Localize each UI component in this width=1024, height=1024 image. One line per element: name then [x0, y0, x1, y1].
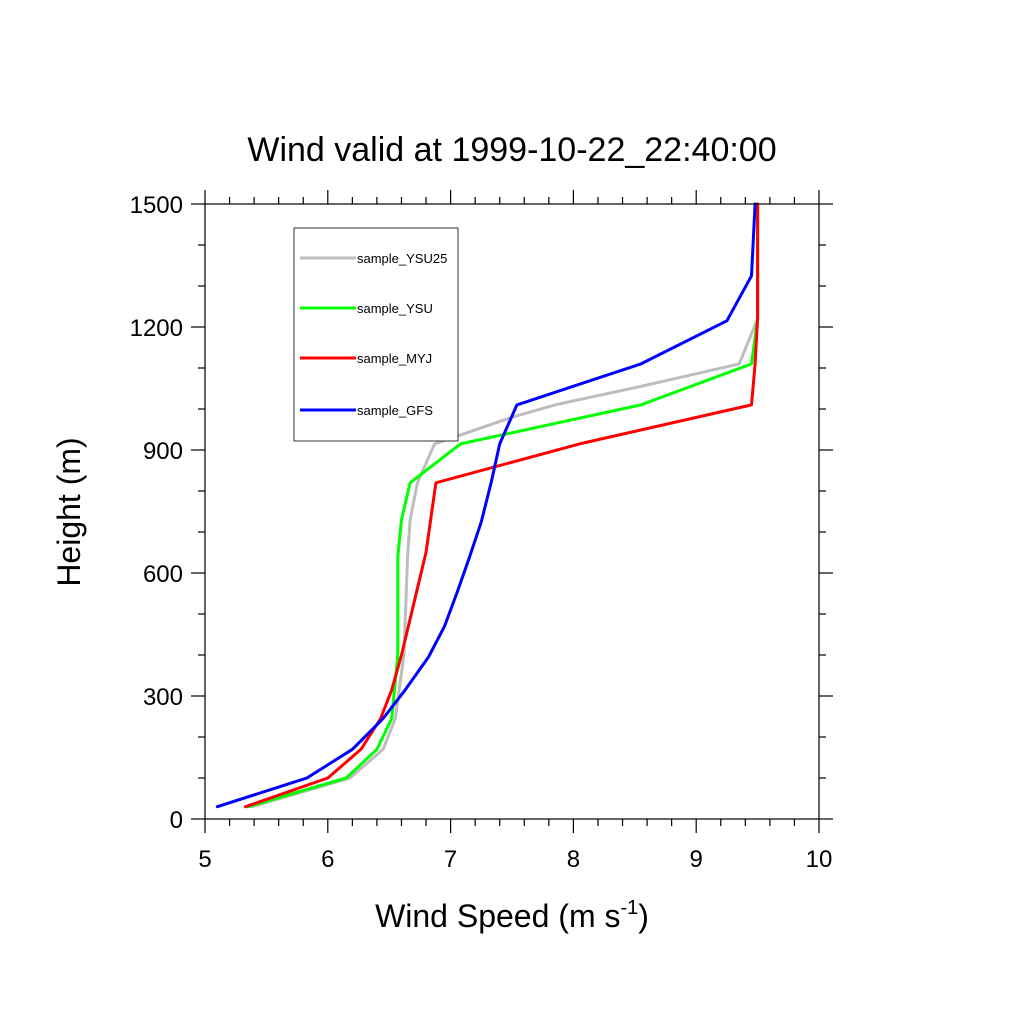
legend: sample_YSU25 sample_YSU sample_MYJ sample_G…	[293, 227, 459, 442]
legend-items: sample_YSU25 sample_YSU sample_MYJ sample_G…	[300, 251, 447, 418]
x-tick-label: 5	[198, 846, 211, 873]
x-axis-label-superscript: -1	[620, 897, 638, 919]
x-tick-label: 7	[444, 846, 457, 873]
x-tick-label: 6	[321, 846, 334, 873]
y-tick-label: 1500	[130, 192, 183, 219]
axis-ticks	[191, 190, 833, 833]
chart-title: Wind valid at 1999-10-22_22:40:00	[247, 131, 776, 169]
y-axis-label: Height (m)	[51, 437, 87, 586]
y-tick-label: 0	[170, 807, 183, 834]
y-tick-label: 300	[143, 684, 183, 711]
x-tick-label: 8	[567, 846, 580, 873]
y-tick-label: 600	[143, 561, 183, 588]
tick-labels: 5 6 7 8 9 10 0 300 600 900 1200 1500	[130, 192, 833, 873]
x-tick-label: 10	[806, 846, 833, 873]
y-tick-label: 1200	[130, 315, 183, 342]
legend-label-sample_GFS: sample_GFS	[357, 403, 433, 418]
x-axis-label: Wind Speed (m s-1)	[375, 897, 649, 934]
legend-label-sample_YSU25: sample_YSU25	[357, 251, 447, 266]
legend-label-sample_MYJ: sample_MYJ	[357, 351, 432, 366]
series-line-sample_YSU25	[250, 202, 760, 809]
series-line-sample_MYJ	[244, 202, 760, 809]
x-axis-label-suffix: )	[638, 898, 649, 934]
series-line-sample_YSU	[246, 202, 760, 809]
legend-box	[293, 227, 459, 442]
plot-frame	[204, 203, 820, 820]
x-axis-label-main: Wind Speed (m s	[375, 898, 620, 934]
series-line-sample_GFS	[215, 202, 757, 809]
x-tick-label: 9	[690, 846, 703, 873]
series-lines	[215, 202, 760, 809]
legend-label-sample_YSU: sample_YSU	[357, 301, 433, 316]
y-tick-label: 900	[143, 438, 183, 465]
